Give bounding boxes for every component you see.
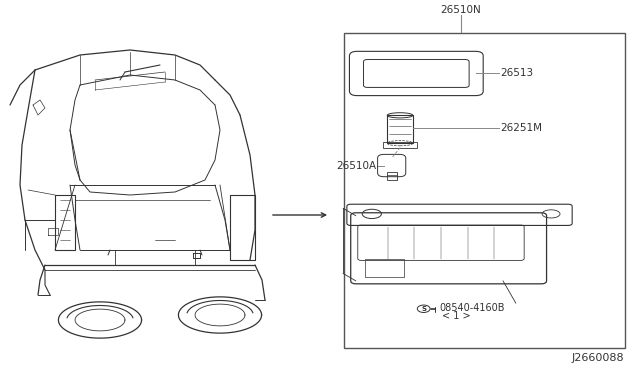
Bar — [383, 142, 417, 148]
Text: 26510A: 26510A — [336, 161, 376, 171]
Bar — [344, 33, 625, 348]
Bar — [387, 115, 413, 143]
Bar — [365, 259, 404, 277]
Text: S: S — [421, 306, 426, 312]
Bar — [387, 172, 397, 180]
Text: < 1 >: < 1 > — [442, 311, 470, 321]
Text: 08540-4160B: 08540-4160B — [439, 303, 504, 312]
Text: 26513: 26513 — [500, 68, 534, 78]
Text: J2660088: J2660088 — [572, 353, 624, 363]
Text: 26510N: 26510N — [440, 5, 481, 15]
Text: 26251M: 26251M — [500, 123, 543, 133]
